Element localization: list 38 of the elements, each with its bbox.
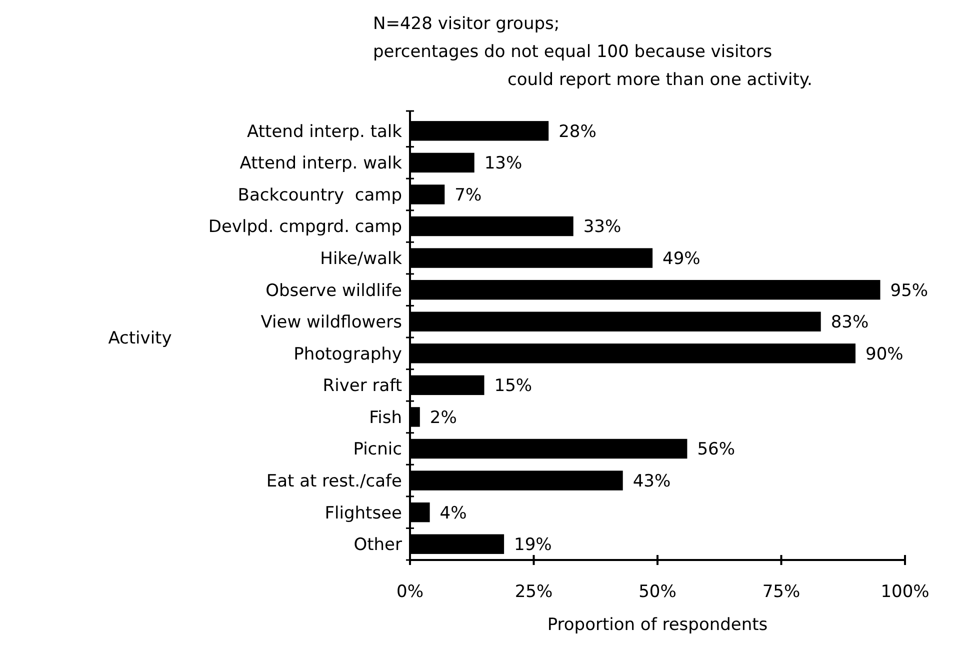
y-tick-label: Eat at rest./cafe [266, 471, 402, 492]
y-tick-label: Other [354, 535, 402, 556]
y-tick-label: Hike/walk [320, 248, 402, 269]
data-label: 2% [430, 408, 457, 428]
y-tick-label: Devlpd. cmpgrd. camp [208, 217, 402, 238]
x-tick-label: 25% [514, 582, 553, 602]
y-tick-label: Fish [369, 408, 402, 428]
data-label: 56% [697, 440, 735, 460]
x-tick-label: 50% [638, 582, 676, 602]
data-label: 43% [632, 471, 671, 492]
y-tick-label: Observe wildlife [266, 280, 402, 301]
data-label: 13% [484, 154, 522, 174]
y-tick-label: Picnic [353, 440, 402, 460]
x-tick-label: 75% [762, 582, 800, 602]
data-label: 28% [558, 122, 596, 142]
y-axis-title: Activity [108, 328, 172, 348]
y-tick-label: River raft [322, 376, 402, 396]
data-label: 49% [662, 248, 700, 269]
data-label: 19% [514, 535, 552, 556]
data-label: 4% [440, 503, 467, 524]
y-tick-label: Backcountry camp [238, 185, 402, 206]
data-label: 7% [454, 185, 482, 206]
text: N=428 visitor groups; [373, 14, 560, 34]
text: could report more than one activity. [508, 70, 812, 90]
y-tick-label: Flightsee [324, 503, 402, 524]
data-label: 83% [830, 312, 869, 333]
data-label: 33% [583, 217, 622, 238]
y-tick-label: Attend interp. talk [247, 122, 402, 142]
y-tick-label: View wildflowers [260, 312, 402, 333]
data-label: 15% [494, 376, 532, 396]
data-label: 90% [866, 344, 904, 364]
data-label: 95% [890, 280, 928, 301]
text: percentages do not equal 100 because visitors [373, 42, 772, 62]
y-tick-label: Photography [294, 344, 402, 364]
x-axis-title: Proportion of respondents [547, 614, 768, 635]
y-tick-label: Attend interp. walk [240, 154, 402, 174]
x-tick-label: 0% [396, 582, 424, 602]
x-tick-label: 100% [880, 582, 930, 602]
